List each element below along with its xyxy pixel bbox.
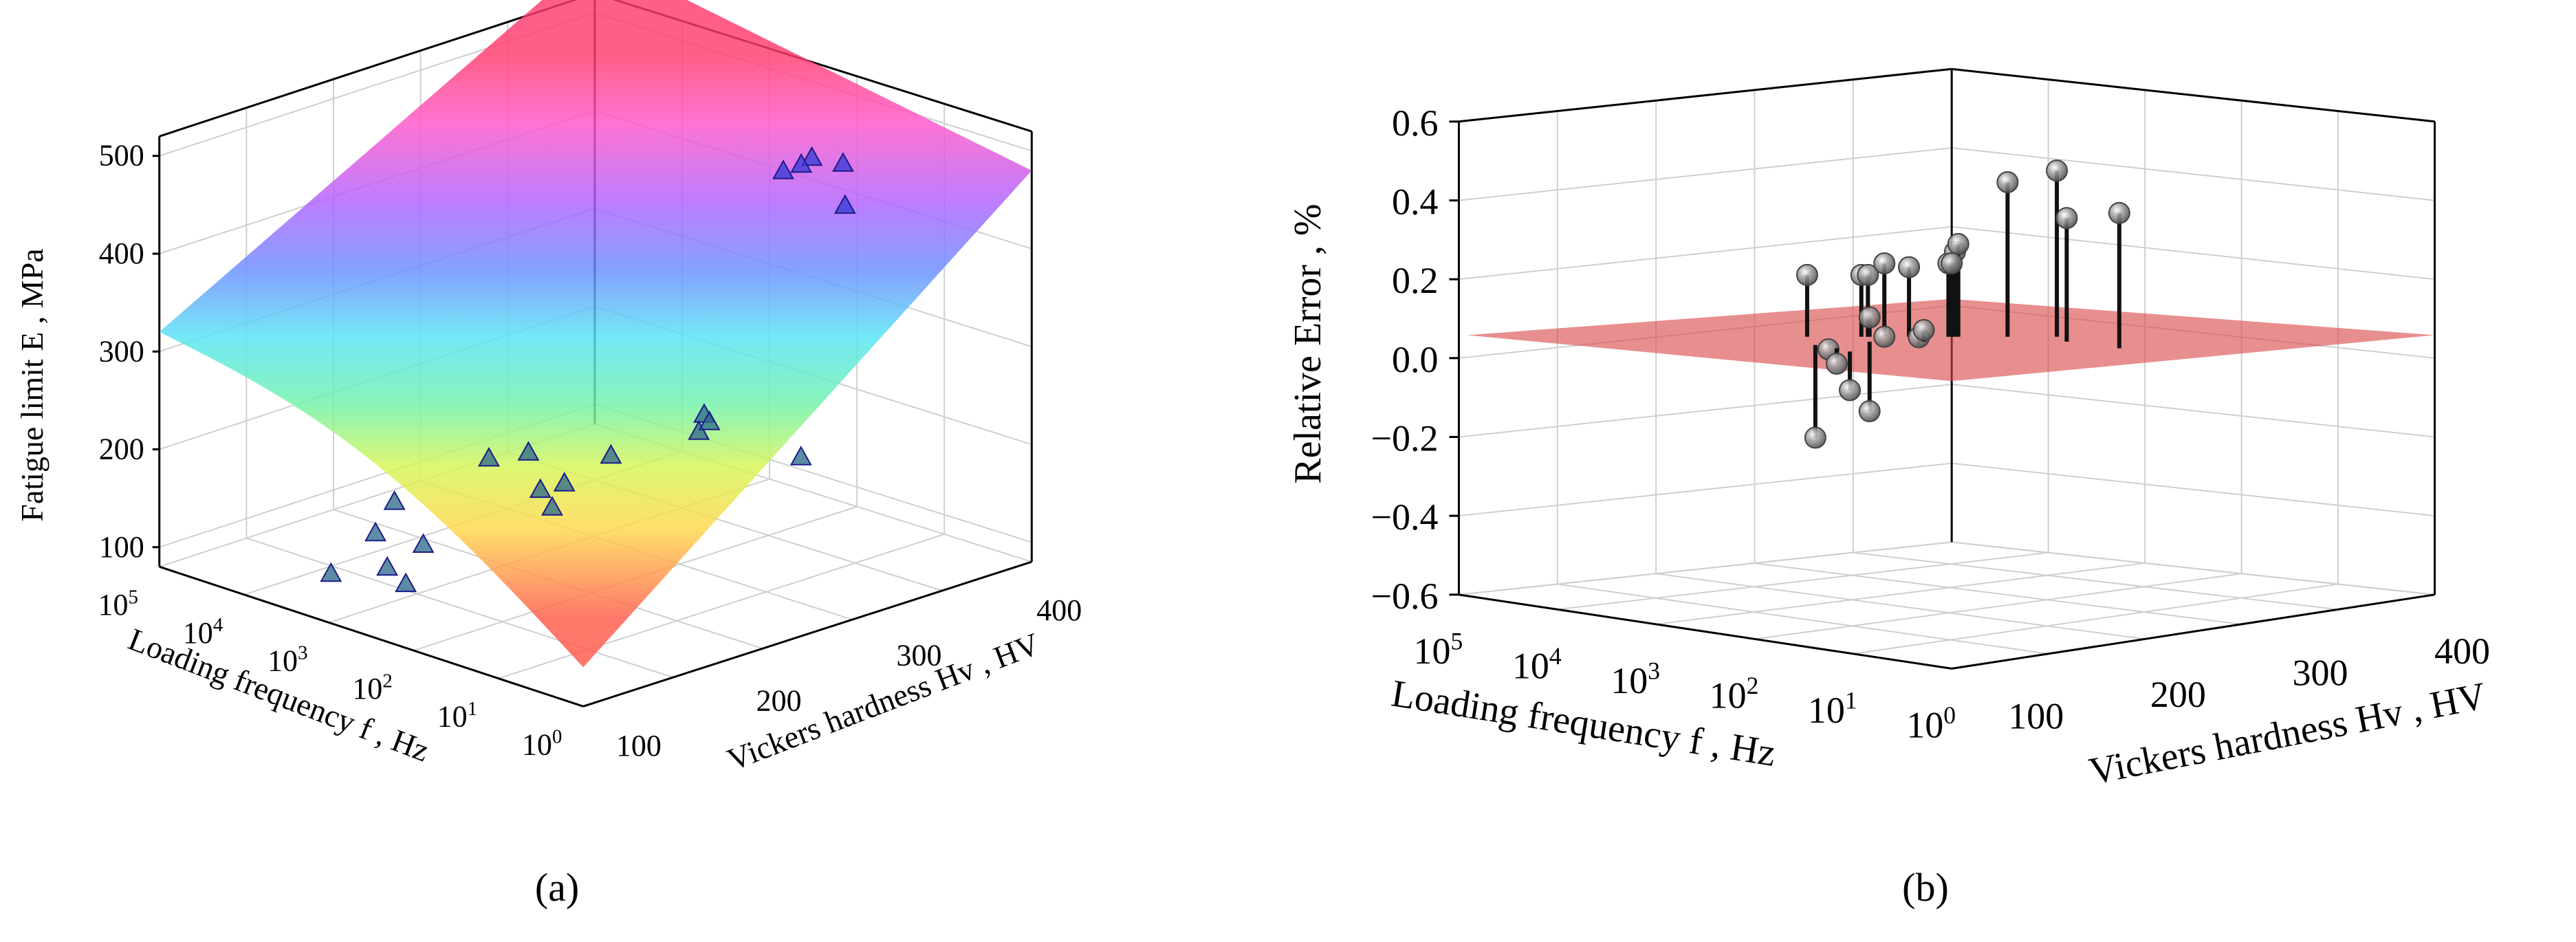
x-tick-label-0: 105 bbox=[98, 586, 138, 622]
panel-a-fitted-surface bbox=[159, 0, 1032, 668]
panel-b-z-tick-labels: 0.6 0.4 0.2 0.0 −0.2 −0.4 −0.6 bbox=[1371, 102, 1438, 617]
b-x-tick-label-0: 105 bbox=[1414, 627, 1463, 672]
stem-19 bbox=[1996, 171, 2019, 337]
panel-b-label: (b) bbox=[1902, 865, 1949, 910]
scatter-marker-12 bbox=[478, 446, 500, 467]
x-tick-label-2: 103 bbox=[268, 642, 308, 678]
z-tick-label-0: 100 bbox=[99, 530, 144, 564]
stem-8 bbox=[1858, 306, 1881, 337]
scatter-marker-15 bbox=[541, 496, 563, 516]
panel-b-y-tick-labels: 100 200 300 400 bbox=[2008, 631, 2490, 737]
panel-b-y-axis-label: Vickers hardness Hv , HV bbox=[2086, 675, 2489, 793]
stem-5 bbox=[1839, 351, 1862, 402]
b-x-tick-label-4: 101 bbox=[1808, 686, 1857, 731]
stem-22 bbox=[2108, 201, 2130, 349]
panel-b-axes-frame bbox=[1449, 67, 2436, 670]
panel-a-3d-plot: 100 200 300 400 500 105 104 103 102 101 100 100 20… bbox=[14, 0, 1082, 910]
stem-4 bbox=[1825, 348, 1848, 375]
x-tick-label-5: 100 bbox=[522, 726, 563, 762]
scatter-marker-4 bbox=[833, 194, 856, 214]
stem-1 bbox=[1795, 263, 1818, 337]
b-z-tick-label-6: −0.6 bbox=[1371, 576, 1438, 617]
stem-10 bbox=[1873, 252, 1896, 337]
b-z-tick-label-0: 0.6 bbox=[1392, 102, 1439, 144]
x-tick-label-4: 101 bbox=[437, 698, 478, 734]
panel-a-z-axis-label: Fatigue limit E , MPa bbox=[14, 248, 50, 521]
b-x-tick-label-1: 104 bbox=[1512, 642, 1562, 687]
stem-20 bbox=[2046, 160, 2069, 337]
z-tick-label-2: 300 bbox=[99, 334, 144, 368]
scatter-marker-10 bbox=[600, 443, 622, 464]
y-tick-label-3: 400 bbox=[1036, 593, 1082, 627]
scatter-marker-8 bbox=[698, 410, 721, 430]
scatter-marker-19 bbox=[376, 556, 399, 576]
x-tick-label-3: 102 bbox=[352, 670, 393, 705]
z-tick-label-1: 200 bbox=[99, 432, 144, 466]
y-tick-label-1: 200 bbox=[756, 683, 802, 717]
scatter-marker-7 bbox=[688, 420, 710, 440]
panel-b-stem-markers bbox=[1795, 160, 2130, 449]
panel-b-z-axis-label: Relative Error , % bbox=[1287, 204, 1329, 483]
stem-14 bbox=[1912, 319, 1935, 342]
scatter-marker-18 bbox=[412, 533, 435, 554]
b-y-tick-label-3: 400 bbox=[2434, 631, 2490, 672]
b-z-tick-label-5: −0.4 bbox=[1371, 496, 1438, 538]
panel-a-y-tick-labels: 100 200 300 400 bbox=[616, 593, 1082, 763]
panel-b-zero-plane bbox=[1467, 298, 2435, 382]
scatter-marker-11 bbox=[517, 441, 540, 461]
b-z-tick-label-1: 0.4 bbox=[1392, 181, 1439, 222]
z-tick-label-3: 400 bbox=[99, 237, 144, 270]
scatter-marker-1 bbox=[800, 146, 823, 166]
stem-12 bbox=[1898, 256, 1921, 337]
scatter-marker-3 bbox=[790, 153, 813, 173]
z-tick-label-4: 500 bbox=[99, 139, 144, 173]
stem-11 bbox=[1873, 325, 1896, 348]
scatter-marker-20 bbox=[395, 572, 417, 593]
b-z-tick-label-4: −0.2 bbox=[1371, 417, 1438, 459]
stem-9 bbox=[1858, 341, 1881, 423]
stem-21 bbox=[2055, 207, 2078, 342]
b-y-tick-label-0: 100 bbox=[2008, 696, 2064, 737]
b-y-tick-label-2: 300 bbox=[2292, 652, 2348, 693]
panel-b-x-tick-labels: 105 104 103 102 101 100 bbox=[1414, 627, 1956, 745]
b-z-tick-label-3: 0.0 bbox=[1392, 339, 1439, 380]
b-z-tick-label-2: 0.2 bbox=[1392, 260, 1439, 301]
y-tick-label-2: 300 bbox=[896, 639, 941, 672]
b-x-tick-label-3: 102 bbox=[1710, 672, 1759, 716]
y-tick-label-0: 100 bbox=[616, 729, 662, 763]
x-tick-label-1: 104 bbox=[183, 614, 223, 650]
scatter-marker-14 bbox=[529, 478, 552, 499]
scatter-marker-5 bbox=[772, 160, 794, 179]
panel-a-x-tick-labels: 105 104 103 102 101 100 bbox=[98, 586, 562, 761]
stem-18 bbox=[1941, 252, 1963, 337]
panel-a-label: (a) bbox=[535, 865, 579, 910]
b-x-tick-label-2: 103 bbox=[1611, 657, 1660, 701]
scatter-marker-2 bbox=[832, 152, 854, 172]
scatter-marker-9 bbox=[789, 446, 812, 465]
scatter-marker-16 bbox=[383, 490, 406, 510]
panel-a-scatter-markers bbox=[320, 146, 856, 593]
panel-a-z-tick-labels: 100 200 300 400 500 bbox=[99, 139, 144, 564]
b-x-tick-label-5: 100 bbox=[1906, 701, 1956, 746]
stem-2 bbox=[1804, 344, 1826, 449]
b-y-tick-label-1: 200 bbox=[2150, 674, 2206, 715]
panel-b-3d-plot: 0.6 0.4 0.2 0.0 −0.2 −0.4 −0.6 105 104 103 102 101… bbox=[1287, 67, 2490, 910]
scatter-marker-17 bbox=[364, 521, 386, 542]
scatter-marker-13 bbox=[553, 472, 576, 492]
scatter-marker-21 bbox=[320, 562, 342, 582]
